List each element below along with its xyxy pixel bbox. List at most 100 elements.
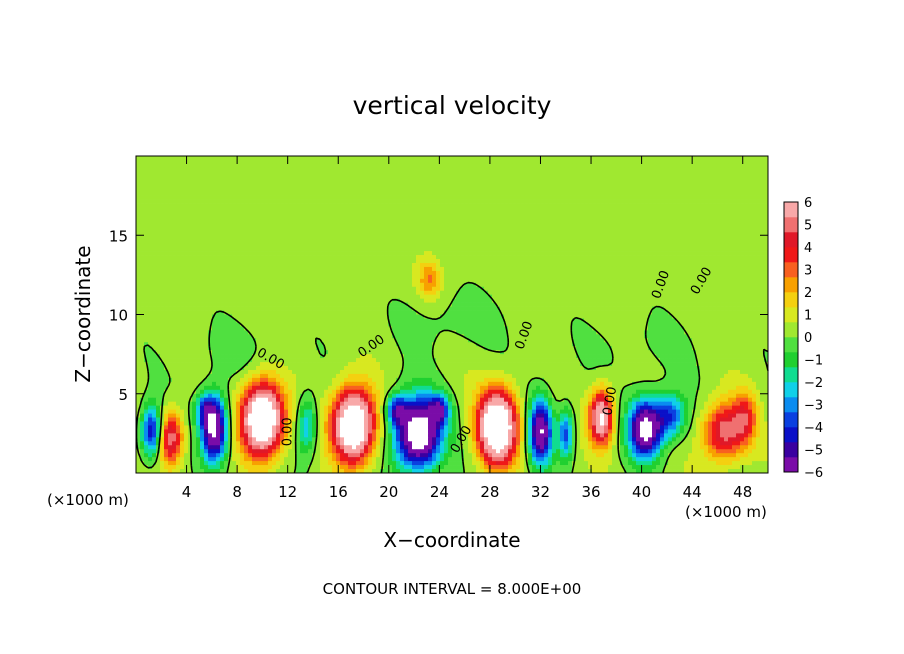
heatmap-cell — [564, 243, 569, 248]
heatmap-cell — [568, 159, 573, 165]
heatmap-cell — [400, 219, 405, 224]
heatmap-cell — [332, 156, 337, 161]
heatmap-cell — [624, 274, 629, 280]
heatmap-cell — [408, 227, 413, 232]
heatmap-cell — [256, 227, 261, 232]
heatmap-cell — [236, 171, 241, 177]
heatmap-cell — [424, 183, 429, 189]
heatmap-cell — [172, 175, 177, 181]
heatmap-cell — [400, 203, 405, 208]
heatmap-cell — [244, 211, 249, 216]
heatmap-cell — [144, 163, 149, 169]
heatmap-cell — [580, 251, 585, 256]
heatmap-cell — [224, 203, 229, 208]
heatmap-cell — [348, 199, 353, 204]
heatmap-cell — [744, 199, 749, 204]
heatmap-cell — [576, 211, 581, 216]
heatmap-cell — [388, 270, 393, 276]
heatmap-cell — [536, 259, 541, 264]
heatmap-cell — [268, 223, 273, 228]
heatmap-cell — [272, 203, 277, 208]
heatmap-cell — [464, 227, 469, 232]
heatmap-cell — [604, 167, 609, 173]
heatmap-cell — [672, 262, 677, 268]
heatmap-cell — [216, 159, 221, 165]
heatmap-cell — [604, 219, 609, 224]
heatmap-cell — [272, 231, 277, 236]
heatmap-cell — [516, 274, 521, 280]
heatmap-cell — [436, 187, 441, 193]
heatmap-cell — [340, 199, 345, 204]
heatmap-cell — [428, 227, 433, 232]
heatmap-cell — [176, 175, 181, 181]
heatmap-cell — [600, 179, 605, 185]
heatmap-cell — [576, 207, 581, 212]
heatmap-cell — [484, 247, 489, 252]
heatmap-cell — [756, 247, 761, 252]
heatmap-cell — [296, 223, 301, 228]
heatmap-cell — [308, 211, 313, 216]
heatmap-cell — [192, 207, 197, 212]
heatmap-cell — [600, 187, 605, 193]
heatmap-cell — [228, 259, 233, 264]
heatmap-cell — [740, 195, 745, 200]
heatmap-cell — [420, 195, 425, 200]
heatmap-cell — [512, 255, 517, 260]
heatmap-cell — [340, 243, 345, 248]
heatmap-cell — [360, 179, 365, 185]
heatmap-cell — [200, 266, 205, 272]
heatmap-cell — [628, 207, 633, 212]
heatmap-cell — [744, 235, 749, 240]
heatmap-cell — [356, 239, 361, 244]
heatmap-cell — [240, 239, 245, 244]
heatmap-cell — [532, 247, 537, 252]
heatmap-cell — [376, 259, 381, 264]
heatmap-cell — [644, 203, 649, 208]
heatmap-cell — [372, 247, 377, 252]
heatmap-cell — [356, 159, 361, 165]
heatmap-cell — [692, 203, 697, 208]
heatmap-cell — [212, 243, 217, 248]
heatmap-cell — [600, 171, 605, 177]
heatmap-cell — [352, 227, 357, 232]
heatmap-cell — [384, 247, 389, 252]
heatmap-cell — [632, 223, 637, 228]
heatmap-cell — [452, 156, 457, 161]
heatmap-cell — [212, 199, 217, 204]
heatmap-cell — [684, 199, 689, 204]
heatmap-cell — [268, 203, 273, 208]
heatmap-cell — [252, 243, 257, 248]
heatmap-cell — [292, 207, 297, 212]
heatmap-cell — [244, 195, 249, 200]
heatmap-cell — [544, 207, 549, 212]
heatmap-cell — [192, 156, 197, 161]
heatmap-cell — [312, 179, 317, 185]
heatmap-cell — [564, 167, 569, 173]
heatmap-cell — [424, 167, 429, 173]
heatmap-cell — [288, 266, 293, 272]
heatmap-cell — [460, 175, 465, 181]
heatmap-cell — [168, 163, 173, 169]
heatmap-cell — [712, 187, 717, 193]
heatmap-cell — [536, 266, 541, 272]
heatmap-cell — [492, 167, 497, 173]
heatmap-cell — [416, 171, 421, 177]
heatmap-cell — [384, 183, 389, 189]
heatmap-cell — [400, 171, 405, 177]
heatmap-cell — [448, 159, 453, 165]
heatmap-cell — [348, 156, 353, 161]
heatmap-cell — [356, 156, 361, 161]
heatmap-cell — [188, 207, 193, 212]
heatmap-cell — [228, 187, 233, 193]
heatmap-cell — [236, 239, 241, 244]
heatmap-cell — [404, 179, 409, 185]
heatmap-cell — [312, 171, 317, 177]
heatmap-cell — [480, 266, 485, 272]
heatmap-cell — [488, 207, 493, 212]
heatmap-cell — [336, 223, 341, 228]
heatmap-cell — [204, 183, 209, 189]
heatmap-cell — [148, 274, 153, 280]
heatmap-cell — [516, 215, 521, 220]
heatmap-cell — [220, 163, 225, 169]
heatmap-cell — [656, 227, 661, 232]
